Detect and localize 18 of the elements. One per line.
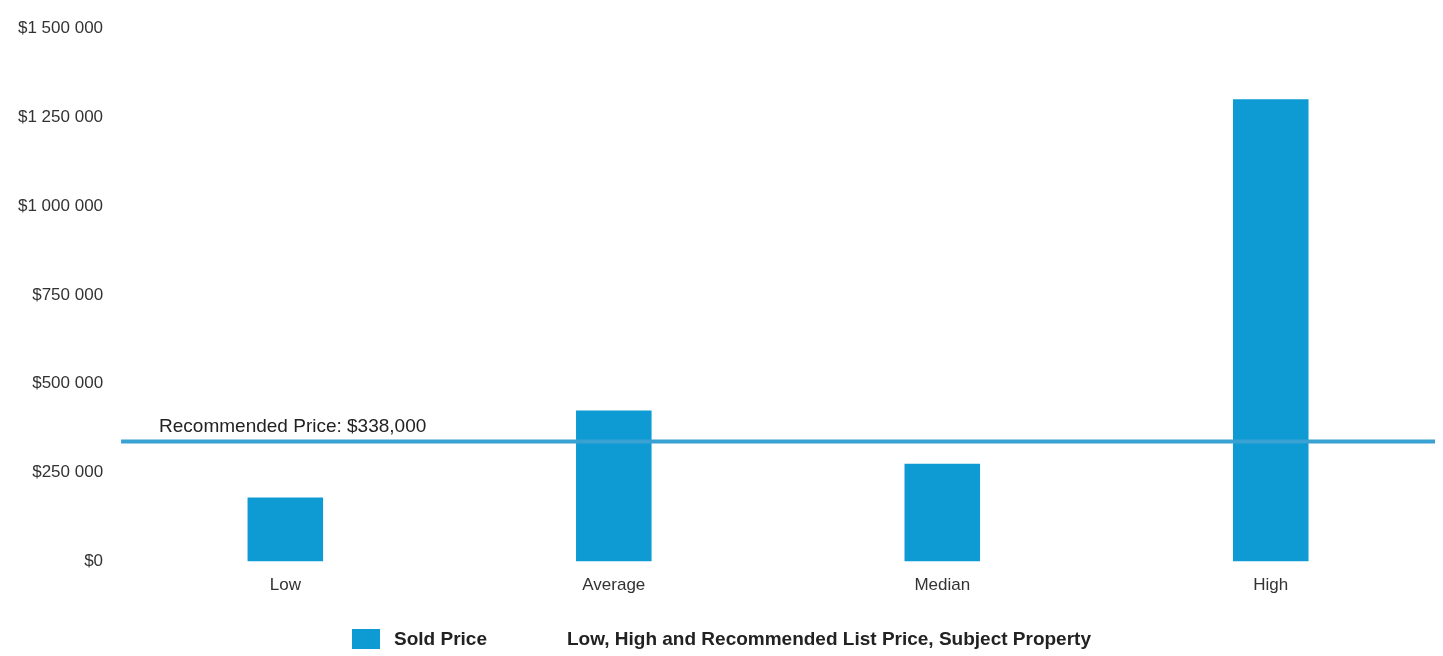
legend-label: Sold Price <box>394 628 487 650</box>
y-tick-label: $1 000 000 <box>17 195 104 215</box>
y-tick-label: $500 000 <box>32 373 104 393</box>
bar <box>1232 99 1309 562</box>
bar <box>904 463 981 562</box>
x-tick-label: Low <box>269 575 302 595</box>
y-tick-label: $1 500 000 <box>17 17 104 37</box>
x-tick-label: High <box>1253 575 1289 595</box>
ref-line-label: Recommended Price: $338,000 <box>159 415 427 437</box>
bar <box>576 410 652 562</box>
bar <box>247 497 324 562</box>
x-tick-label: Average <box>582 575 646 595</box>
y-tick-label: $0 <box>84 551 104 571</box>
y-tick-label: $250 000 <box>32 462 104 482</box>
text: Low, High and Recommended List Price, Subject Property <box>566 628 1091 650</box>
y-tick-label: $1 250 000 <box>17 106 104 126</box>
y-tick-label: $750 000 <box>32 284 104 304</box>
x-tick-label: Median <box>914 575 971 595</box>
